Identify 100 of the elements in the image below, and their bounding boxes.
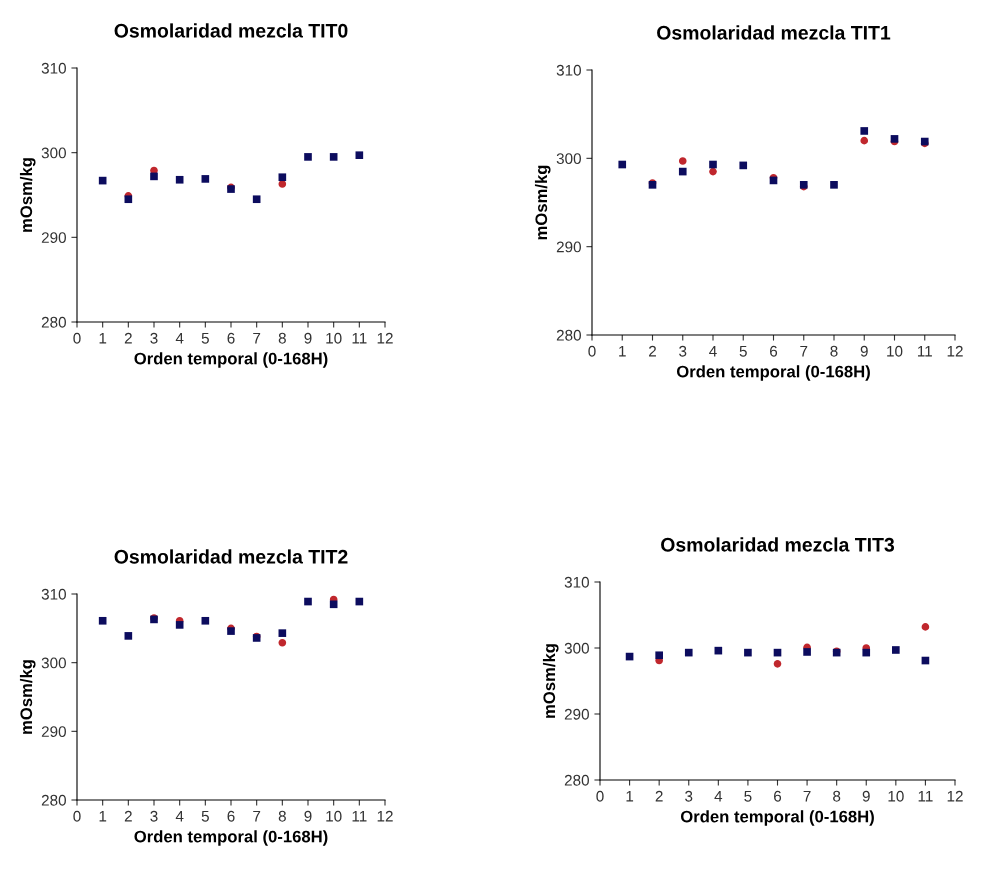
point: [278, 629, 287, 637]
y-tick-label: 290: [564, 708, 589, 720]
point: [201, 616, 210, 625]
x-tick-label: 7: [253, 810, 261, 822]
x-tick-label: 9: [304, 332, 312, 344]
point: [860, 136, 869, 145]
x-tick-label: 9: [862, 790, 870, 802]
x-tick-label: 11: [352, 332, 367, 344]
x-tick-label: 0: [73, 332, 81, 344]
x-tick-label: 4: [175, 332, 184, 344]
point: [684, 648, 693, 657]
x-tick-label: 4: [709, 345, 717, 357]
x-tick-label: 2: [124, 332, 132, 344]
point: [304, 153, 312, 161]
chart-title: Osmolaridad mezcla TIT0: [114, 23, 348, 38]
y-tick-label: 300: [556, 153, 581, 165]
x-tick-label: 8: [278, 332, 286, 344]
x-tick-label: 6: [227, 810, 235, 822]
y-tick-label: 300: [41, 147, 66, 159]
x-tick-label: 12: [377, 810, 393, 822]
y-tick-label: 310: [41, 588, 66, 600]
x-tick-label: 8: [278, 810, 286, 822]
x-tick-label: 3: [679, 345, 687, 357]
y-axis-title: mOsm/kg: [542, 644, 559, 718]
chart-title: Osmolaridad mezcla TIT3: [661, 537, 895, 552]
point: [98, 616, 107, 625]
point: [355, 151, 364, 160]
x-tick-label: 3: [685, 790, 693, 802]
point: [329, 600, 338, 609]
y-tick-label: 310: [556, 64, 581, 76]
y-tick-label: 310: [564, 576, 589, 588]
x-tick-label: 3: [150, 332, 158, 344]
x-tick-label: 10: [888, 790, 904, 802]
x-tick-label: 12: [377, 332, 393, 344]
x-tick-label: 0: [596, 790, 604, 802]
point: [678, 157, 687, 165]
x-tick-label: 11: [918, 790, 933, 802]
point: [744, 648, 752, 657]
x-tick-label: 10: [326, 810, 342, 822]
point: [739, 161, 748, 170]
x-tick-label: 6: [770, 345, 778, 357]
x-tick-label: 3: [150, 810, 158, 822]
x-tick-label: 10: [887, 345, 903, 357]
x-axis-title: Orden temporal (0-168H): [134, 352, 328, 368]
point: [304, 597, 312, 606]
x-tick-label: 1: [99, 810, 107, 822]
x-tick-label: 5: [744, 790, 752, 802]
y-tick-label: 300: [41, 657, 66, 669]
point: [252, 195, 261, 204]
x-tick-label: 0: [588, 345, 596, 357]
x-tick-label: 0: [73, 810, 81, 822]
y-tick-label: 280: [556, 329, 581, 341]
point: [773, 660, 782, 668]
point: [921, 623, 930, 631]
x-tick-label: 8: [833, 790, 841, 802]
x-tick-label: 1: [619, 345, 626, 357]
y-axis-title: mOsm/kg: [19, 158, 36, 232]
y-axis-title: mOsm/kg: [19, 660, 36, 734]
point: [678, 167, 687, 176]
point: [892, 646, 900, 654]
x-tick-label: 11: [352, 810, 367, 822]
point: [278, 638, 287, 647]
x-axis-title: Orden temporal (0-168H): [680, 810, 874, 826]
x-tick-label: 8: [830, 345, 838, 357]
x-tick-label: 6: [774, 790, 782, 802]
point: [655, 651, 663, 660]
x-tick-label: 2: [649, 345, 656, 357]
x-tick-label: 9: [860, 345, 868, 357]
y-tick-label: 310: [41, 62, 66, 74]
x-tick-label: 5: [201, 810, 209, 822]
x-tick-label: 10: [326, 332, 342, 344]
x-axis-title: Orden temporal (0-168H): [676, 365, 870, 381]
x-tick-label: 4: [714, 790, 723, 802]
x-tick-label: 4: [175, 810, 184, 822]
point: [124, 632, 133, 640]
x-tick-label: 5: [201, 332, 209, 344]
point: [862, 648, 871, 657]
y-tick-label: 280: [41, 316, 66, 328]
x-tick-label: 7: [800, 345, 808, 357]
point: [860, 127, 869, 135]
point: [124, 195, 133, 204]
point: [709, 167, 717, 176]
point: [830, 181, 838, 189]
x-tick-label: 12: [947, 345, 963, 357]
point: [329, 153, 338, 161]
x-tick-label: 6: [227, 332, 235, 344]
point: [278, 173, 287, 182]
x-tick-label: 2: [124, 810, 132, 822]
x-tick-label: 7: [253, 332, 261, 344]
x-tick-label: 2: [655, 790, 663, 802]
point: [150, 172, 158, 181]
point: [201, 175, 210, 183]
y-tick-label: 300: [564, 642, 589, 654]
point: [278, 180, 287, 188]
chart-title: Osmolaridad mezcla TIT1: [657, 25, 891, 40]
point: [618, 160, 627, 169]
x-tick-label: 1: [626, 790, 634, 802]
y-tick-label: 290: [41, 232, 66, 244]
point: [175, 175, 184, 184]
y-tick-label: 280: [41, 794, 66, 806]
